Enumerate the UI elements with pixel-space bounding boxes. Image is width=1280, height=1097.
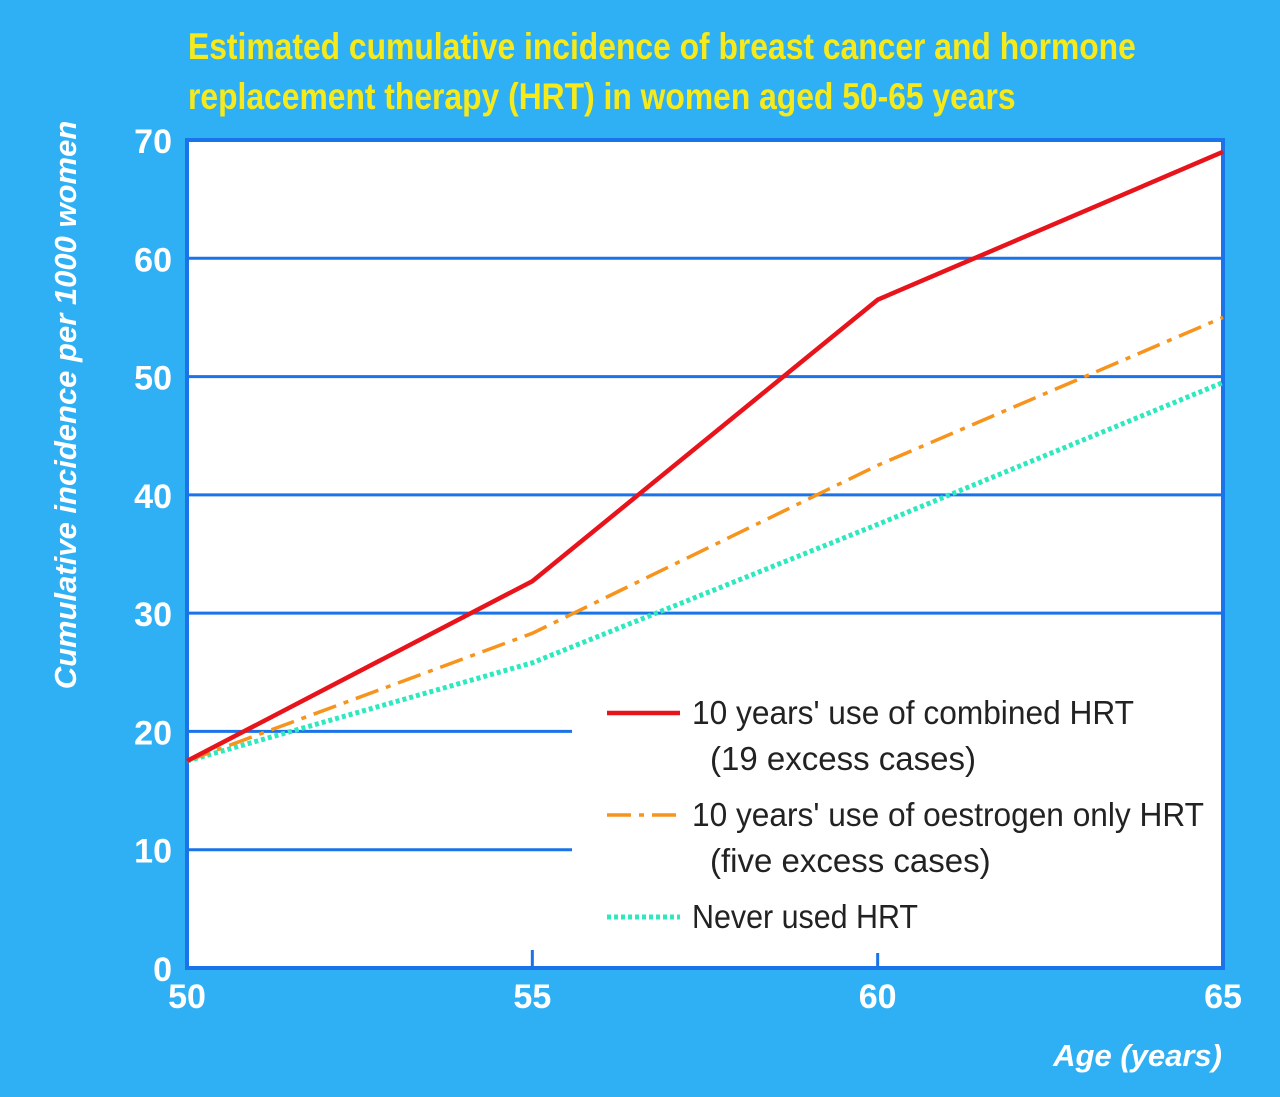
y-tick-label-0: 0 <box>153 951 172 989</box>
legend-label-0: 10 years' use of combined HRT <box>692 694 1134 731</box>
chart-title-line1: Estimated cumulative incidence of breast… <box>188 26 1136 67</box>
legend-box <box>575 678 1215 953</box>
y-tick-label-70: 70 <box>134 123 172 161</box>
y-tick-label-50: 50 <box>134 360 172 398</box>
y-tick-label-30: 30 <box>134 596 172 634</box>
series-line-2 <box>186 380 1224 764</box>
series-lines <box>185 149 1224 764</box>
legend-label-2: Never used HRT <box>692 898 918 935</box>
y-axis-title: Cumulative incidence per 1000 women <box>48 120 83 690</box>
x-tick-label-55: 55 <box>513 978 551 1016</box>
legend-label-1: 10 years' use of oestrogen only HRT <box>692 796 1204 833</box>
x-axis-labels: 50 55 60 65 <box>168 978 1242 1016</box>
y-tick-label-10: 10 <box>134 833 172 871</box>
legend-note-0: (19 excess cases) <box>710 740 976 777</box>
x-tick-label-65: 65 <box>1204 978 1242 1016</box>
y-tick-label-20: 20 <box>134 714 172 752</box>
series-line-1 <box>186 315 1224 763</box>
chart-title: Estimated cumulative incidence of breast… <box>188 22 1136 122</box>
legend: 10 years' use of combined HRT (19 excess … <box>607 694 1204 935</box>
x-tick-label-60: 60 <box>859 978 897 1016</box>
y-tick-label-40: 40 <box>134 478 172 516</box>
y-tick-label-60: 60 <box>134 241 172 279</box>
x-tick-label-50: 50 <box>168 978 206 1016</box>
y-axis-labels: 0 10 20 30 40 50 60 70 <box>134 123 172 989</box>
series-line-0 <box>185 149 1224 763</box>
gridlines <box>187 256 1223 852</box>
legend-note-1: (five excess cases) <box>710 842 991 879</box>
x-axis-title: Age (years) <box>1053 1038 1222 1073</box>
chart-title-line2: replacement therapy (HRT) in women aged … <box>188 76 1016 117</box>
